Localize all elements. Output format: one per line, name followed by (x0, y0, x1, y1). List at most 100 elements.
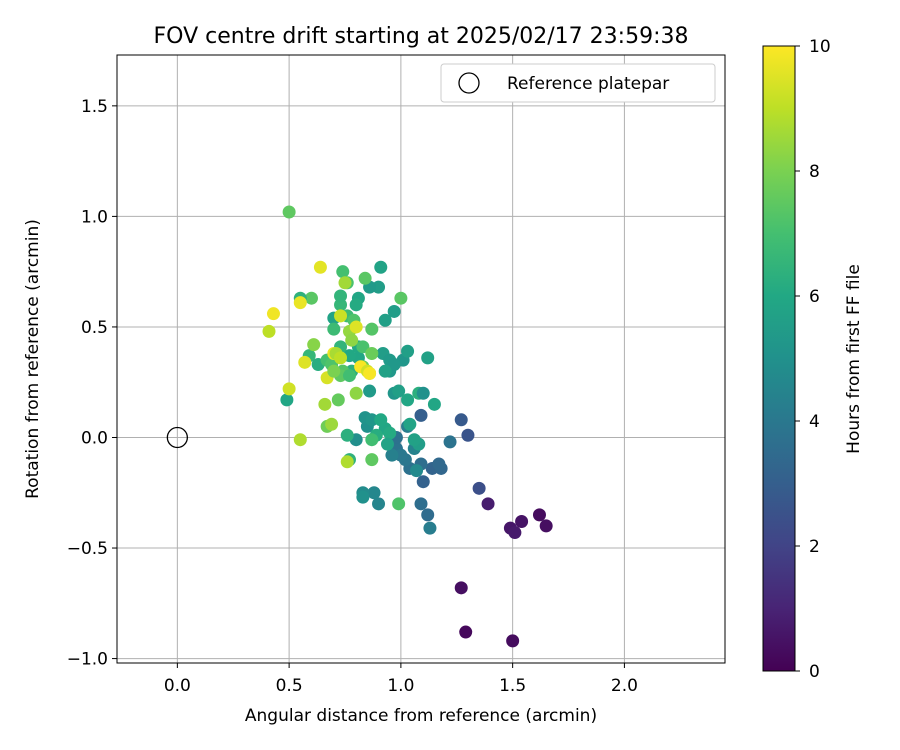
x-axis-ticks: 0.0 0.5 1.0 1.5 2.0 (164, 663, 638, 696)
data-point (367, 486, 381, 500)
data-point (461, 428, 475, 442)
data-point (342, 369, 356, 383)
data-point (459, 625, 473, 639)
data-point (443, 435, 457, 449)
colorbar: 0 2 4 6 8 10 Hours from first FF file (762, 37, 864, 682)
data-point (336, 265, 350, 279)
colorbar-tick-label: 0 (809, 662, 820, 682)
y-tick-label: −1.0 (67, 650, 108, 670)
data-point (349, 320, 363, 334)
data-point (365, 322, 379, 336)
data-point (349, 298, 363, 312)
data-point (481, 497, 495, 511)
data-point (318, 397, 332, 411)
data-point (365, 413, 379, 427)
data-point (378, 364, 392, 378)
data-point (372, 280, 386, 294)
colorbar-ticks: 0 2 4 6 8 10 (795, 37, 831, 682)
data-point (331, 393, 345, 407)
data-point (416, 475, 430, 489)
data-point (454, 413, 468, 427)
data-point (282, 205, 296, 219)
colorbar-tick-label: 8 (809, 162, 820, 182)
data-point (539, 519, 553, 533)
data-point (421, 351, 435, 365)
data-point (345, 333, 359, 347)
data-point (414, 497, 428, 511)
y-axis-label: Rotation from reference (arcmin) (23, 219, 43, 499)
data-point (338, 276, 352, 290)
y-tick-label: 0.5 (81, 318, 108, 338)
data-point (432, 457, 446, 471)
data-point (374, 260, 388, 274)
x-axis-label: Angular distance from reference (arcmin) (245, 706, 597, 726)
data-point (394, 291, 408, 305)
data-point (280, 393, 294, 407)
data-point (340, 455, 354, 469)
colorbar-gradient (762, 45, 796, 672)
data-point (365, 453, 379, 467)
data-point (334, 289, 348, 303)
legend-box (440, 63, 716, 103)
data-point (356, 340, 370, 354)
data-point (282, 382, 296, 396)
y-tick-label: 1.0 (81, 207, 108, 227)
data-point (532, 508, 546, 522)
grid (117, 55, 725, 663)
data-point (454, 581, 468, 595)
data-point (387, 304, 401, 318)
data-point (421, 508, 435, 522)
data-point (380, 437, 394, 451)
data-point (365, 346, 379, 360)
data-point (392, 384, 406, 398)
data-point (358, 271, 372, 285)
data-point (293, 296, 307, 310)
data-point (414, 408, 428, 422)
data-point (356, 490, 370, 504)
y-axis-ticks: −1.0 −0.5 0.0 0.5 1.0 1.5 (67, 97, 117, 670)
data-point (410, 464, 424, 478)
data-point (334, 351, 348, 365)
data-point (383, 426, 397, 440)
x-tick-label: 1.5 (499, 676, 526, 696)
legend: Reference platepar (440, 63, 716, 103)
y-tick-label: 0.0 (81, 428, 108, 448)
data-point (378, 313, 392, 327)
x-tick-label: 0.0 (164, 676, 191, 696)
data-point (472, 481, 486, 495)
colorbar-tick-label: 4 (809, 412, 820, 432)
data-point (340, 428, 354, 442)
data-point (298, 355, 312, 369)
chart-title: FOV centre drift starting at 2025/02/17 … (154, 24, 689, 49)
data-point (363, 366, 377, 380)
legend-marker (458, 72, 480, 94)
x-tick-label: 2.0 (611, 676, 638, 696)
data-point (506, 634, 520, 648)
data-point (416, 386, 430, 400)
data-point (372, 497, 386, 511)
data-point (403, 417, 417, 431)
x-tick-label: 0.5 (276, 676, 303, 696)
y-tick-label: 1.5 (81, 97, 108, 117)
data-point (325, 417, 339, 431)
y-tick-label: −0.5 (67, 539, 108, 559)
data-point (365, 433, 379, 447)
data-point (508, 526, 522, 540)
data-point (327, 364, 341, 378)
data-point (327, 322, 341, 336)
data-point (385, 448, 399, 462)
data-point (266, 307, 280, 321)
data-point (423, 521, 437, 535)
data-point (293, 433, 307, 447)
colorbar-tick-label: 10 (809, 37, 831, 57)
data-point (374, 413, 388, 427)
data-point (392, 497, 406, 511)
data-point (304, 291, 318, 305)
data-point (401, 393, 415, 407)
reference-platepar-marker (166, 426, 189, 449)
data-point (334, 309, 348, 323)
data-point (394, 448, 408, 462)
x-tick-label: 1.0 (387, 676, 414, 696)
data-point (387, 358, 401, 372)
